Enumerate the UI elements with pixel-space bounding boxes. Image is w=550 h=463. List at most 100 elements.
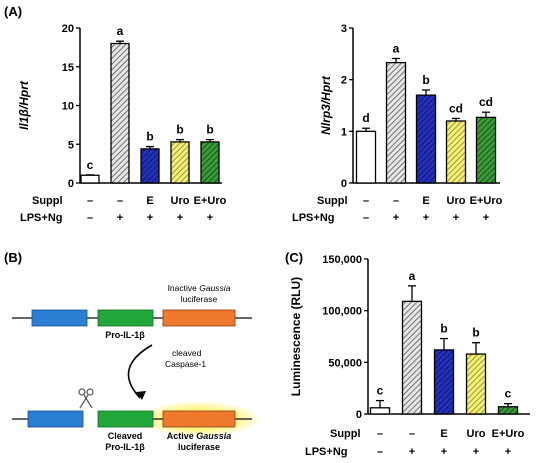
suppl-value: E [422,195,429,207]
significance-letter: cd [479,95,493,109]
luciferase-segment-bottom [162,410,236,428]
active-label-line2: luciferase [178,442,220,452]
lps-value: + [423,212,429,224]
suppl-value: E [440,428,447,440]
significance-letter: c [377,384,384,398]
suppl-value: Uro [467,428,486,440]
pro-il1b-segment-top [97,309,154,327]
suppl-value: – [393,195,399,207]
row-label-suppl: Suppl [330,428,361,440]
suppl-value: E [146,195,153,207]
significance-letter: c [505,387,512,401]
y-axis-label: Luminescence (RLU) [289,277,303,396]
inactive-label-line1: Inactive Gaussia [168,283,231,293]
bar [445,120,467,184]
significance-letter: a [117,24,124,38]
chart-luminescence: 0 50,000 100,000 150,000 Luminescence (RLU) c… [289,254,530,458]
significance-letter: cd [449,101,463,115]
bar [401,300,423,415]
caspase-label-line1: cleaved [172,348,202,358]
y-tick-label: 0 [341,178,347,190]
lps-value: + [441,446,447,458]
bar [497,406,519,415]
row-label-lps: LPS+Ng [305,446,347,458]
y-tick-label: 2 [341,75,347,87]
inactive-label-line2: luciferase [181,294,218,304]
y-tick-label: 20 [62,23,74,35]
significance-letter: b [206,123,213,137]
significance-letter: d [362,111,369,125]
y-tick-label: 15 [62,62,74,74]
y-tick-label: 1 [341,126,347,138]
bar [475,116,497,184]
significance-letter: b [472,326,479,340]
active-label-line1: Active Gaussia [167,431,232,441]
lps-value: – [377,446,383,458]
chart-il1b: 0 5 10 15 20 Il1β/Hprt c – – a – + b E + b Uro + b E+Uro + Su… [17,23,227,224]
panel-label-c: (C) [285,250,303,265]
y-tick-label: 3 [341,23,347,35]
suppl-value: – [363,195,369,207]
significance-letter: b [146,130,153,144]
lps-value: – [87,212,93,224]
luciferase-reporter-diagram: Inactive Gaussia luciferase Pro-IL-1β cl… [12,283,261,452]
cleaved-label-line1: Cleaved [108,431,143,441]
y-tick-label: 10 [62,101,74,113]
lps-value: + [483,212,489,224]
y-tick-label: 0 [356,409,362,421]
row-label-lps: LPS+Ng [292,212,334,224]
luciferase-segment-top [162,309,236,327]
bar [355,130,377,184]
construct-blue-segment-bottom [27,410,84,428]
bar [170,141,190,184]
suppl-value: – [87,195,93,207]
chart-nlrp3: 0 1 2 3 Nlrp3/Hprt d – – a – + b E + cd Uro + cd E+Uro + Sup… [292,23,503,224]
suppl-value: – [377,428,383,440]
y-axis-label: Il1β/Hprt [17,80,31,130]
caspase-label-line2: Caspase-1 [165,359,206,369]
lps-value: + [409,446,415,458]
significance-letter: a [393,41,400,55]
bar [433,349,455,415]
significance-letter: b [176,123,183,137]
cleavage-arrowhead [136,391,146,400]
y-tick-label: 50,000 [328,357,362,369]
suppl-value: E+Uro [470,195,503,207]
lps-value: + [453,212,459,224]
y-axis-label: Nlrp3/Hprt [319,75,333,135]
significance-letter: c [87,158,94,172]
suppl-value: E+Uro [194,195,227,207]
bar [140,148,160,184]
bar [385,61,407,184]
suppl-value: Uro [447,195,466,207]
cleaved-label-line2: Pro-IL-1β [105,442,145,452]
suppl-value: Uro [171,195,190,207]
bar [110,42,130,184]
y-tick-label: 150,000 [322,254,362,266]
significance-letter: b [422,73,429,87]
pro-il1b-label: Pro-IL-1β [105,330,145,340]
row-label-suppl: Suppl [32,195,63,207]
significance-letter: b [440,322,447,336]
suppl-value: – [117,195,123,207]
y-tick-label: 100,000 [322,306,362,318]
lps-value: + [505,446,511,458]
lps-value: + [117,212,123,224]
bar [465,353,487,415]
bar [415,94,437,184]
bar [369,407,391,415]
bar [80,174,100,184]
lps-value: + [207,212,213,224]
y-tick-label: 0 [68,178,74,190]
lps-value: + [177,212,183,224]
significance-letter: a [409,269,416,283]
construct-blue-segment-top [31,309,88,327]
suppl-value: E+Uro [492,428,525,440]
panel-label-b: (B) [4,250,22,265]
cleaved-il1b-segment [97,410,154,428]
lps-value: – [363,212,369,224]
scissors-icon [78,388,94,409]
panel-label-a: (A) [4,4,22,19]
row-label-suppl: Suppl [317,195,348,207]
lps-value: + [473,446,479,458]
